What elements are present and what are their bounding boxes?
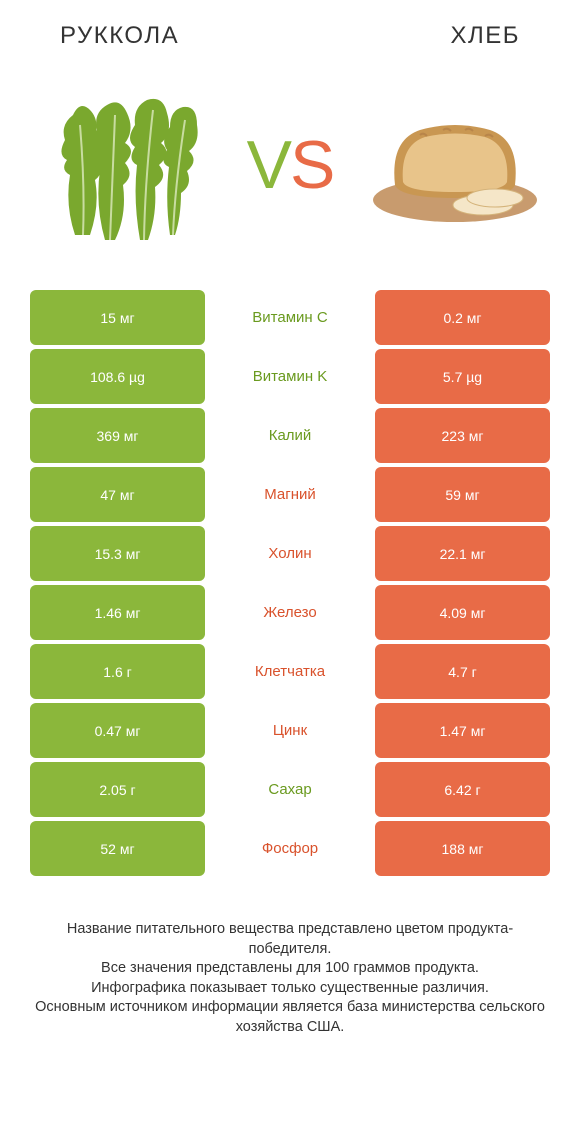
- value-left: 47 мг: [30, 467, 205, 522]
- footer-line: Основным источником информации является …: [30, 998, 550, 1037]
- value-left: 52 мг: [30, 821, 205, 876]
- header: Руккола Хлеб: [0, 0, 580, 60]
- nutrient-label: Сахар: [205, 762, 375, 817]
- value-right: 1.47 мг: [375, 703, 550, 758]
- value-left: 2.05 г: [30, 762, 205, 817]
- table-row: 1.6 гКлетчатка4.7 г: [30, 644, 550, 699]
- value-right: 0.2 мг: [375, 290, 550, 345]
- value-left: 369 мг: [30, 408, 205, 463]
- table-row: 47 мгМагний59 мг: [30, 467, 550, 522]
- nutrient-label: Цинк: [205, 703, 375, 758]
- arugula-image: [30, 75, 220, 255]
- value-right: 4.09 мг: [375, 585, 550, 640]
- nutrient-label: Витамин C: [205, 290, 375, 345]
- value-right: 22.1 мг: [375, 526, 550, 581]
- footer-line: Инфографика показывает только существенн…: [30, 979, 550, 999]
- nutrient-label: Магний: [205, 467, 375, 522]
- nutrient-label: Клетчатка: [205, 644, 375, 699]
- footer-note: Название питательного вещества представл…: [0, 880, 580, 1037]
- value-left: 15.3 мг: [30, 526, 205, 581]
- nutrient-label: Холин: [205, 526, 375, 581]
- footer-line: Название питательного вещества представл…: [30, 920, 550, 959]
- value-left: 108.6 µg: [30, 349, 205, 404]
- vs-label: VS: [247, 126, 334, 204]
- value-left: 1.46 мг: [30, 585, 205, 640]
- value-left: 0.47 мг: [30, 703, 205, 758]
- table-row: 2.05 гСахар6.42 г: [30, 762, 550, 817]
- bread-image: [360, 75, 550, 255]
- vs-s: S: [290, 127, 333, 203]
- value-right: 5.7 µg: [375, 349, 550, 404]
- value-right: 6.42 г: [375, 762, 550, 817]
- value-left: 15 мг: [30, 290, 205, 345]
- nutrient-label: Калий: [205, 408, 375, 463]
- value-right: 4.7 г: [375, 644, 550, 699]
- nutrition-table: 15 мгВитамин C0.2 мг108.6 µgВитамин K5.7…: [0, 290, 580, 876]
- value-right: 188 мг: [375, 821, 550, 876]
- table-row: 0.47 мгЦинк1.47 мг: [30, 703, 550, 758]
- title-right: Хлеб: [450, 22, 520, 50]
- table-row: 1.46 мгЖелезо4.09 мг: [30, 585, 550, 640]
- nutrient-label: Фосфор: [205, 821, 375, 876]
- table-row: 52 мгФосфор188 мг: [30, 821, 550, 876]
- value-left: 1.6 г: [30, 644, 205, 699]
- vs-v: V: [247, 127, 290, 203]
- nutrient-label: Витамин K: [205, 349, 375, 404]
- table-row: 15.3 мгХолин22.1 мг: [30, 526, 550, 581]
- footer-line: Все значения представлены для 100 граммо…: [30, 959, 550, 979]
- value-right: 223 мг: [375, 408, 550, 463]
- table-row: 108.6 µgВитамин K5.7 µg: [30, 349, 550, 404]
- images-row: VS: [0, 60, 580, 290]
- title-left: Руккола: [60, 22, 179, 50]
- table-row: 15 мгВитамин C0.2 мг: [30, 290, 550, 345]
- nutrient-label: Железо: [205, 585, 375, 640]
- value-right: 59 мг: [375, 467, 550, 522]
- table-row: 369 мгКалий223 мг: [30, 408, 550, 463]
